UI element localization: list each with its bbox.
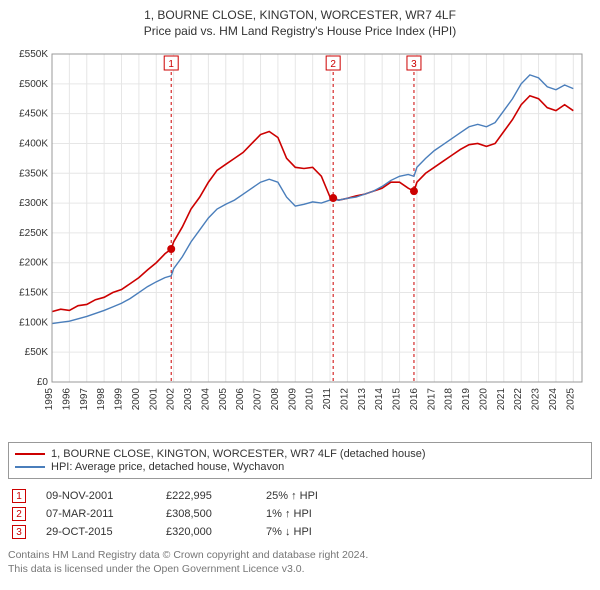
svg-text:2025: 2025 [565, 388, 576, 411]
sale-price: £222,995 [166, 490, 246, 502]
sale-marker-icon: 2 [12, 507, 26, 521]
sale-delta: 7% ↓ HPI [266, 526, 356, 538]
svg-text:2024: 2024 [548, 388, 559, 411]
svg-text:£550K: £550K [19, 49, 48, 60]
sale-price: £308,500 [166, 508, 246, 520]
svg-text:3: 3 [411, 59, 417, 70]
svg-text:£150K: £150K [19, 288, 48, 299]
svg-text:1997: 1997 [79, 388, 90, 411]
svg-text:£450K: £450K [19, 109, 48, 120]
legend-swatch-hpi [15, 466, 45, 468]
svg-text:2017: 2017 [426, 388, 437, 411]
svg-text:£400K: £400K [19, 138, 48, 149]
svg-text:2000: 2000 [131, 388, 142, 411]
svg-text:1996: 1996 [61, 388, 72, 411]
svg-text:£200K: £200K [19, 258, 48, 269]
sales-row: 2 07-MAR-2011 £308,500 1% ↑ HPI [8, 505, 592, 523]
svg-text:2009: 2009 [287, 388, 298, 411]
legend-item-property: 1, BOURNE CLOSE, KINGTON, WORCESTER, WR7… [15, 448, 585, 460]
svg-text:2014: 2014 [374, 388, 385, 411]
chart-subtitle: Price paid vs. HM Land Registry's House … [8, 24, 592, 38]
svg-text:2023: 2023 [531, 388, 542, 411]
svg-text:2022: 2022 [513, 388, 524, 411]
svg-text:1995: 1995 [44, 388, 55, 411]
chart-canvas: £0 £50K £100K £150K £200K £250K £300K £350K £400… [8, 46, 592, 436]
sale-price: £320,000 [166, 526, 246, 538]
svg-text:2003: 2003 [183, 388, 194, 411]
attribution: Contains HM Land Registry data © Crown c… [8, 549, 592, 576]
legend-swatch-property [15, 453, 45, 455]
svg-text:2015: 2015 [392, 388, 403, 411]
svg-text:£50K: £50K [25, 347, 49, 358]
legend-item-hpi: HPI: Average price, detached house, Wych… [15, 461, 585, 473]
svg-text:2005: 2005 [218, 388, 229, 411]
legend: 1, BOURNE CLOSE, KINGTON, WORCESTER, WR7… [8, 442, 592, 479]
svg-text:2019: 2019 [461, 388, 472, 411]
svg-text:2020: 2020 [478, 388, 489, 411]
svg-text:2012: 2012 [339, 388, 350, 411]
sales-row: 3 29-OCT-2015 £320,000 7% ↓ HPI [8, 523, 592, 541]
svg-text:2016: 2016 [409, 388, 420, 411]
svg-text:2013: 2013 [357, 388, 368, 411]
price-chart: £0 £50K £100K £150K £200K £250K £300K £350K £400… [8, 46, 592, 436]
legend-label-property: 1, BOURNE CLOSE, KINGTON, WORCESTER, WR7… [51, 448, 426, 460]
legend-label-hpi: HPI: Average price, detached house, Wych… [51, 461, 284, 473]
svg-text:£350K: £350K [19, 168, 48, 179]
sales-row: 1 09-NOV-2001 £222,995 25% ↑ HPI [8, 487, 592, 505]
svg-text:2007: 2007 [253, 388, 264, 411]
svg-text:1998: 1998 [96, 388, 107, 411]
sales-table: 1 09-NOV-2001 £222,995 25% ↑ HPI 2 07-MAR-201… [8, 487, 592, 541]
svg-text:£250K: £250K [19, 228, 48, 239]
sale-delta: 1% ↑ HPI [266, 508, 356, 520]
svg-text:2008: 2008 [270, 388, 281, 411]
svg-text:£300K: £300K [19, 198, 48, 209]
svg-text:£500K: £500K [19, 79, 48, 90]
sale-date: 29-OCT-2015 [46, 526, 146, 538]
sale-date: 07-MAR-2011 [46, 508, 146, 520]
sale-marker-icon: 1 [12, 489, 26, 503]
attribution-line1: Contains HM Land Registry data © Crown c… [8, 549, 592, 563]
svg-text:1: 1 [168, 59, 174, 70]
sale-marker-icon: 3 [12, 525, 26, 539]
sale-date: 09-NOV-2001 [46, 490, 146, 502]
chart-title: 1, BOURNE CLOSE, KINGTON, WORCESTER, WR7… [8, 8, 592, 22]
sale-delta: 25% ↑ HPI [266, 490, 356, 502]
svg-text:2018: 2018 [444, 388, 455, 411]
svg-text:2011: 2011 [322, 388, 333, 410]
svg-text:£100K: £100K [19, 317, 48, 328]
svg-text:1999: 1999 [114, 388, 125, 411]
svg-text:2010: 2010 [305, 388, 316, 411]
svg-text:£0: £0 [37, 377, 49, 388]
svg-text:2002: 2002 [166, 388, 177, 411]
svg-text:2: 2 [330, 59, 336, 70]
svg-text:2021: 2021 [496, 388, 507, 411]
attribution-line2: This data is licensed under the Open Gov… [8, 563, 592, 577]
svg-text:2004: 2004 [200, 388, 211, 411]
svg-text:2006: 2006 [235, 388, 246, 411]
svg-text:2001: 2001 [148, 388, 159, 411]
